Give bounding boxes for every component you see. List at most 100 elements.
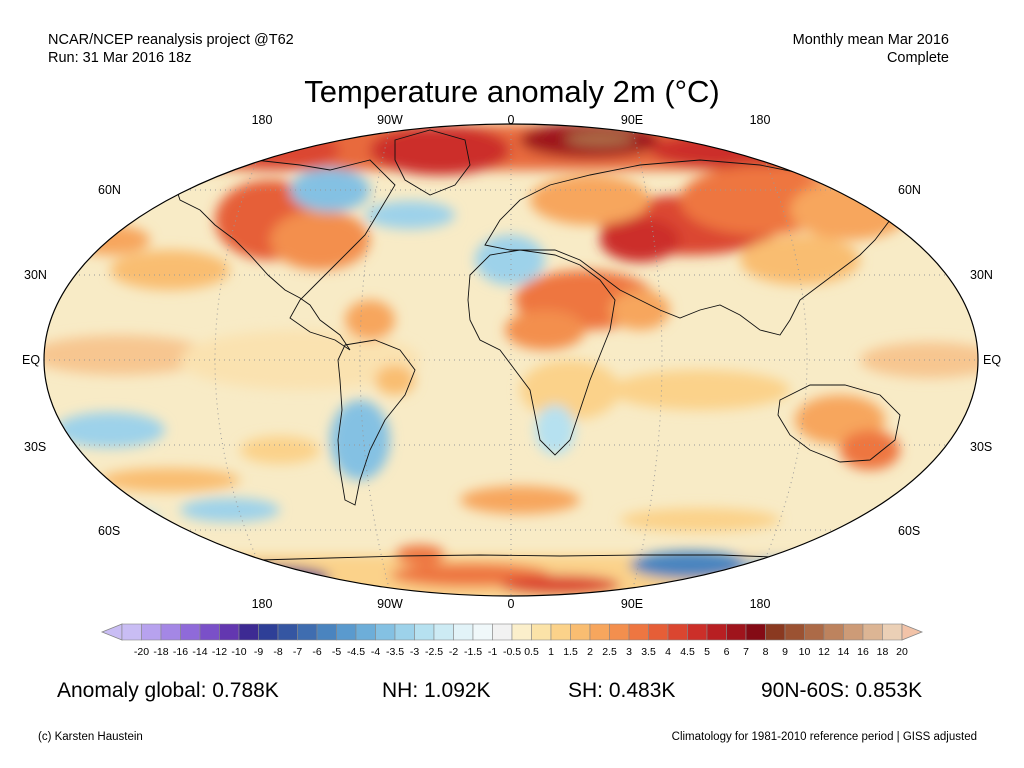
lon-label-top-0: 0	[507, 113, 515, 127]
lat-label-right-60s: 60S	[898, 524, 921, 538]
lon-label-bottom-180e: 180	[749, 597, 771, 611]
legend-swatch	[160, 623, 181, 641]
legend-tick-label: -20	[133, 646, 150, 658]
legend-tick-label: 1	[548, 646, 554, 658]
legend-tick-label: -2.5	[424, 646, 444, 658]
legend-swatch	[706, 623, 727, 641]
lat-label-left-60n: 60N	[98, 183, 121, 197]
legend-swatch	[453, 623, 474, 641]
header-right: Monthly mean Mar 2016 Complete	[793, 31, 949, 67]
coastlines	[174, 129, 901, 581]
legend-swatch	[589, 623, 610, 641]
legend-tick-label: 6	[723, 646, 730, 658]
lat-label-right-60n: 60N	[898, 183, 921, 197]
lat-label-left-30s: 30S	[24, 440, 47, 454]
legend-swatch	[394, 623, 415, 641]
legend-swatch	[648, 623, 669, 641]
legend-tick-label: -0.5	[502, 646, 522, 658]
legend-tick-label: -3	[409, 646, 420, 658]
legend-swatch	[823, 623, 844, 641]
legend-tick-label: -1.5	[463, 646, 483, 658]
lon-label-top-90w: 90W	[377, 113, 403, 127]
legend-tick-label: 5	[704, 646, 710, 658]
legend-tick-label: -1	[487, 646, 498, 658]
legend-swatch	[180, 623, 201, 641]
legend-swatch	[316, 623, 337, 641]
stat-sh-anomaly: SH: 0.483K	[568, 679, 676, 702]
lat-label-left-60s: 60S	[98, 524, 121, 538]
legend-tick-label: 3	[626, 646, 632, 658]
legend-swatch	[804, 623, 825, 641]
legend-tick-label: -4	[370, 646, 381, 658]
lon-label-bottom-180w: 180	[251, 597, 273, 611]
legend-swatch	[277, 623, 298, 641]
legend-swatch	[550, 623, 571, 641]
legend-tick-label: -3.5	[385, 646, 405, 658]
legend-tick-label: 8	[762, 646, 769, 658]
lon-label-bottom-90e: 90E	[620, 597, 644, 611]
legend-tick-label: 20	[896, 646, 908, 658]
legend-swatch	[745, 623, 766, 641]
legend-tick-label: 14	[837, 646, 850, 658]
header-left: NCAR/NCEP reanalysis project @T62 Run: 3…	[48, 31, 294, 67]
legend-swatch	[219, 623, 240, 641]
header-period: Monthly mean Mar 2016	[792, 32, 949, 48]
footer-credit: (c) Karsten Haustein	[38, 731, 143, 743]
legend-swatch	[862, 623, 883, 641]
legend-swatch	[687, 623, 708, 641]
legend-tick-label: -7	[292, 646, 303, 658]
legend-tick-label: 10	[798, 646, 811, 658]
legend-tick-label: -2	[448, 646, 459, 658]
legend-tick-label: -4.5	[346, 646, 366, 658]
legend-swatch	[628, 623, 649, 641]
legend-tick-label: -6	[312, 646, 322, 658]
legend-tick-label: 1.5	[563, 646, 578, 658]
stat-arctic-anomaly: 90N-60S: 0.853K	[761, 679, 923, 702]
legend-tick-label: -18	[153, 646, 169, 658]
lon-label-bottom-90w: 90W	[377, 597, 403, 611]
legend-tick-label: 12	[818, 646, 830, 658]
stat-global-anomaly: Anomaly global: 0.788K	[57, 679, 279, 702]
lat-label-left-eq: EQ	[22, 353, 41, 367]
legend-tick-label: 16	[857, 646, 869, 658]
legend-tick-label: 9	[782, 646, 788, 658]
lat-label-right-30n: 30N	[970, 268, 993, 282]
lat-label-left-30n: 30N	[24, 268, 47, 282]
legend-tick-label: -8	[273, 646, 283, 658]
legend-swatch	[511, 623, 532, 641]
legend-tick-label: 7	[743, 646, 749, 658]
header-run: Run: 31 Mar 2016 18z	[48, 50, 192, 66]
anomaly-field	[44, 124, 978, 596]
legend-arrow-max	[901, 623, 924, 641]
lon-label-bottom-0: 0	[507, 597, 515, 611]
legend-swatch	[238, 623, 259, 641]
legend-swatch	[667, 623, 688, 641]
legend-tick-label: 0.5	[524, 646, 539, 658]
lat-label-right-eq: EQ	[983, 353, 1002, 367]
legend-swatch	[375, 623, 396, 641]
globe-outline	[43, 123, 979, 597]
legend-swatch	[784, 623, 805, 641]
legend-swatch	[726, 623, 747, 641]
lon-label-top-90e: 90E	[620, 113, 644, 127]
legend-arrow-min	[100, 623, 123, 641]
legend-swatch	[492, 623, 513, 641]
legend-tick-label: 18	[876, 646, 889, 658]
legend-tick-label: -5	[331, 646, 342, 658]
lon-label-top-180e: 180	[749, 113, 771, 127]
map-title: Temperature anomaly 2m (°C)	[304, 74, 720, 109]
legend-swatch	[570, 623, 591, 641]
graticule-lines	[44, 124, 978, 596]
stat-nh-anomaly: NH: 1.092K	[382, 679, 491, 702]
legend-swatch	[609, 623, 630, 641]
legend-swatch	[472, 623, 493, 641]
legend-swatch	[843, 623, 864, 641]
legend-tick-label: -10	[231, 646, 247, 658]
legend-swatch	[121, 623, 142, 641]
legend-swatch	[141, 623, 162, 641]
legend-swatch	[531, 623, 552, 641]
color-legend	[100, 623, 924, 641]
legend-tick-label: 4	[665, 646, 671, 658]
legend-tick-label: 4.5	[680, 646, 695, 658]
